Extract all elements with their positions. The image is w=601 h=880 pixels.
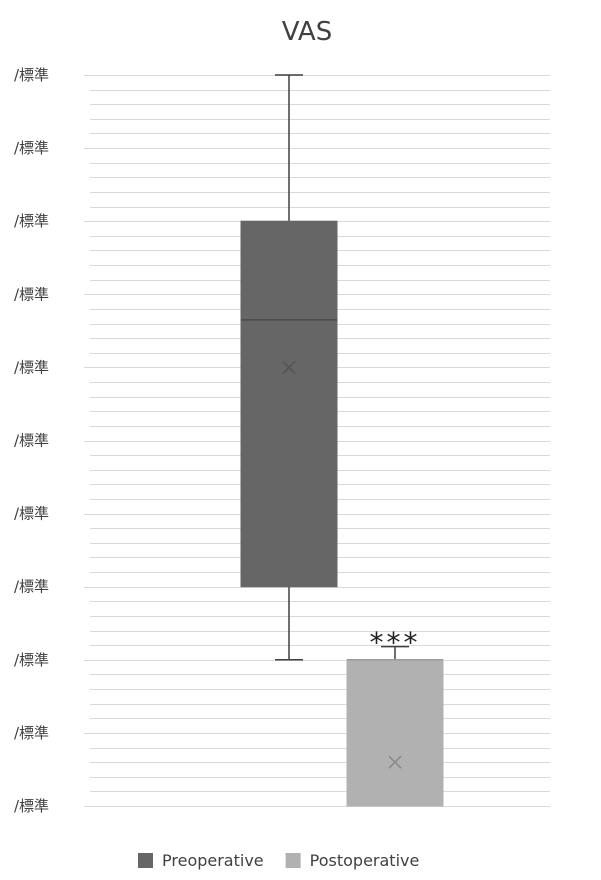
y-tick-label: /標準 bbox=[14, 66, 49, 84]
legend-swatch bbox=[138, 853, 153, 868]
box-plots bbox=[240, 74, 444, 807]
box-preoperative bbox=[240, 74, 338, 661]
y-tick-label: /標準 bbox=[14, 505, 49, 523]
y-tick-label: /標準 bbox=[14, 285, 49, 303]
y-tick-label: /標準 bbox=[14, 578, 49, 596]
y-tick-label: /標準 bbox=[14, 139, 49, 157]
legend-item-postoperative: Postoperative bbox=[285, 851, 420, 870]
box-iqr bbox=[240, 220, 338, 588]
mean-marker bbox=[388, 755, 402, 769]
legend-item-preoperative: Preoperative bbox=[138, 851, 264, 870]
legend-label: Preoperative bbox=[162, 851, 264, 870]
y-tick-label: /標準 bbox=[14, 432, 49, 450]
y-tick-label: /標準 bbox=[14, 212, 49, 230]
mean-marker bbox=[282, 360, 296, 374]
box-postoperative bbox=[346, 645, 444, 807]
y-tick-label: /標準 bbox=[14, 358, 49, 376]
legend-label: Postoperative bbox=[310, 851, 420, 870]
annotations: *** bbox=[370, 626, 421, 659]
y-tick-label: /標準 bbox=[14, 797, 49, 815]
box-iqr bbox=[346, 659, 444, 807]
legend-swatch bbox=[285, 853, 301, 868]
chart-title: VAS bbox=[282, 17, 332, 47]
y-axis: /標準/標準/標準/標準/標準/標準/標準/標準/標準/標準/標準 bbox=[14, 66, 90, 815]
legend: Preoperative Postoperative bbox=[138, 851, 419, 870]
y-tick-label: /標準 bbox=[14, 724, 49, 742]
significance-annotation: *** bbox=[370, 626, 421, 659]
y-tick-label: /標準 bbox=[14, 651, 49, 669]
